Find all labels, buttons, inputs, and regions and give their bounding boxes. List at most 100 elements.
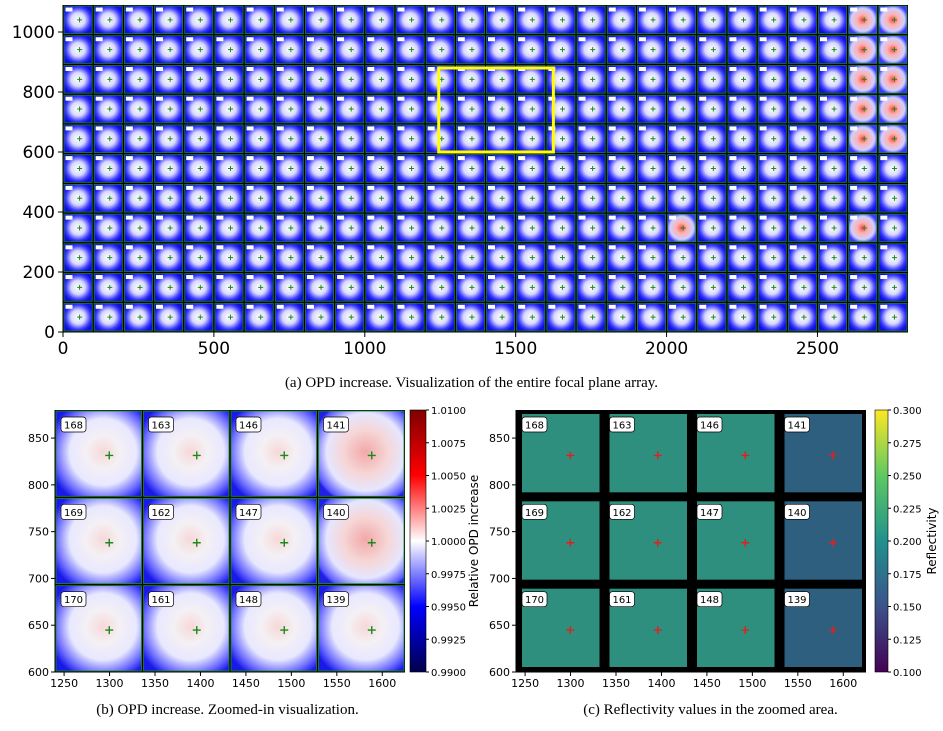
tile-id-label bbox=[759, 215, 767, 220]
tile-id-label bbox=[367, 185, 375, 190]
tile-label-box bbox=[235, 591, 262, 608]
centroid-marker bbox=[288, 195, 294, 201]
panel-b-colorbar bbox=[409, 409, 427, 673]
centroid-marker bbox=[378, 106, 384, 112]
y-tick-label: 400 bbox=[23, 203, 55, 223]
centroid-marker bbox=[318, 225, 324, 231]
centroid-marker bbox=[348, 76, 354, 82]
tile-id-label bbox=[518, 304, 526, 309]
tile-id-label bbox=[669, 96, 677, 101]
tile-id-label bbox=[337, 215, 345, 220]
tile-id-label bbox=[216, 304, 224, 309]
centroid-marker bbox=[650, 47, 656, 53]
centroid-marker bbox=[288, 314, 294, 320]
centroid-marker bbox=[801, 17, 807, 23]
tile-id-label bbox=[488, 126, 495, 131]
tile-id-label bbox=[729, 156, 737, 161]
centroid-marker bbox=[378, 47, 384, 53]
tile-id-label bbox=[548, 215, 556, 220]
tile-id-label bbox=[638, 245, 646, 250]
centroid-marker bbox=[137, 47, 143, 53]
centroid-marker bbox=[529, 314, 535, 320]
colorbar-tick-label: 0.300 bbox=[893, 406, 922, 417]
tile-id-label bbox=[669, 304, 677, 309]
tile-id-label bbox=[276, 215, 284, 220]
tile-id-label bbox=[186, 304, 194, 309]
centroid-marker bbox=[318, 255, 324, 261]
centroid-marker bbox=[559, 47, 565, 53]
centroid-marker bbox=[378, 17, 384, 23]
tile-id-label bbox=[246, 66, 254, 71]
y-tick-label: 650 bbox=[489, 619, 510, 632]
tile-id-label bbox=[699, 66, 707, 71]
centroid-marker bbox=[167, 314, 173, 320]
tile-id-label bbox=[638, 96, 646, 101]
x-tick-label: 1350 bbox=[602, 677, 630, 690]
centroid-marker bbox=[771, 17, 777, 23]
y-tick-label: 700 bbox=[28, 572, 49, 585]
tile-id-label bbox=[246, 275, 254, 280]
centroid-marker bbox=[529, 166, 535, 171]
tile-id-label bbox=[578, 275, 586, 280]
centroid-marker bbox=[741, 47, 747, 53]
centroid-marker bbox=[288, 47, 294, 53]
y-tick-label: 750 bbox=[489, 526, 510, 539]
tile-label-box bbox=[696, 416, 723, 433]
centroid-marker bbox=[137, 314, 143, 320]
centroid-marker bbox=[77, 47, 83, 53]
tile-id-label bbox=[669, 156, 677, 161]
centroid-marker bbox=[258, 166, 264, 171]
centroid-marker bbox=[107, 136, 113, 142]
centroid-marker bbox=[137, 255, 143, 261]
centroid-marker bbox=[891, 284, 897, 290]
x-tick-label: 1550 bbox=[784, 677, 812, 690]
colorbar-tick-label: 1.0000 bbox=[431, 537, 466, 548]
tile-id-label bbox=[306, 245, 314, 250]
tile-id-label bbox=[729, 245, 737, 250]
tile-id-label bbox=[729, 37, 737, 42]
centroid-marker bbox=[499, 314, 505, 320]
centroid-marker bbox=[348, 17, 354, 23]
tile-id-label bbox=[306, 185, 314, 190]
centroid-marker bbox=[409, 255, 415, 261]
tile-id-label bbox=[397, 185, 405, 190]
centroid-marker bbox=[258, 314, 264, 320]
x-tick-label: 1250 bbox=[50, 677, 78, 690]
tile-id-label bbox=[638, 275, 646, 280]
centroid-marker bbox=[771, 166, 777, 171]
centroid-marker bbox=[469, 136, 475, 142]
centroid-marker bbox=[439, 255, 445, 261]
tile-id-label bbox=[306, 37, 314, 42]
centroid-marker bbox=[559, 284, 565, 290]
tile-id-label bbox=[95, 156, 103, 161]
centroid-marker bbox=[107, 106, 113, 112]
tile-id-label bbox=[95, 215, 103, 220]
tile-label: 140 bbox=[326, 508, 345, 519]
tile-id-label bbox=[457, 245, 465, 250]
centroid-marker bbox=[680, 255, 686, 261]
tile-id-label bbox=[367, 215, 375, 220]
tile-id-label bbox=[548, 96, 556, 101]
tile-label: 148 bbox=[239, 595, 258, 606]
tile-id-label bbox=[306, 126, 314, 131]
centroid-marker bbox=[439, 225, 445, 231]
y-tick-label: 1000 bbox=[12, 23, 55, 43]
centroid-marker bbox=[861, 47, 867, 53]
tile-id-label bbox=[367, 37, 375, 42]
tile-id-label bbox=[186, 37, 194, 42]
centroid-marker bbox=[227, 195, 233, 201]
centroid-marker bbox=[831, 255, 837, 261]
tile-label: 169 bbox=[525, 508, 544, 519]
tile-id-label bbox=[759, 37, 767, 42]
tile-label-box bbox=[521, 416, 548, 433]
tile-id-label bbox=[638, 185, 646, 190]
centroid-marker bbox=[590, 136, 596, 142]
tile-id-label bbox=[65, 304, 73, 309]
centroid-marker bbox=[710, 195, 716, 201]
tile-id-label bbox=[578, 37, 586, 42]
y-tick-label: 800 bbox=[23, 83, 55, 103]
centroid-marker bbox=[348, 136, 354, 142]
tile-id-label bbox=[306, 215, 314, 220]
tile-id-label bbox=[548, 245, 556, 250]
centroid-marker bbox=[529, 106, 535, 112]
